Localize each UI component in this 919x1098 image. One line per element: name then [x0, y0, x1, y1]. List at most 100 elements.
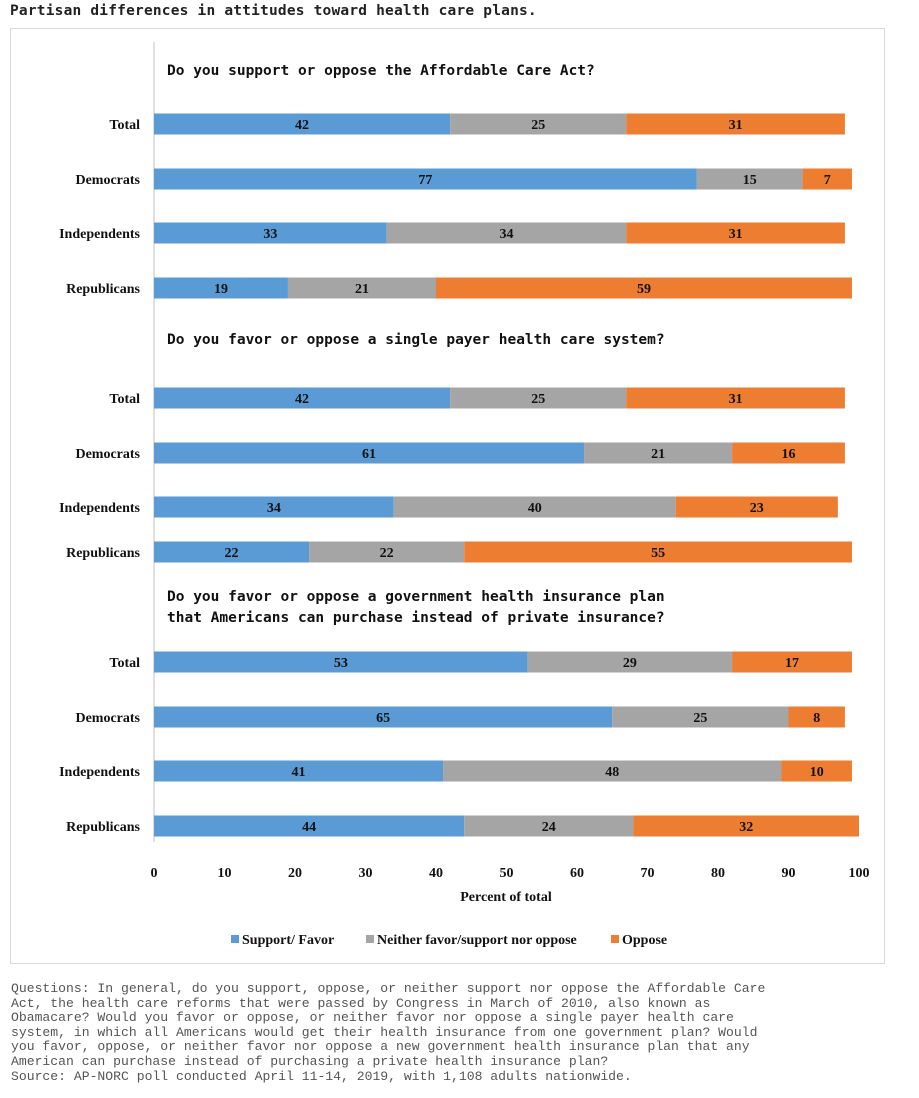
panel-question: Do you favor or oppose a single payer he…	[167, 332, 665, 348]
x-tick-label: 0	[151, 866, 158, 881]
data-label: 15	[743, 173, 757, 188]
bar-segment	[626, 387, 845, 409]
data-label: 16	[782, 447, 796, 462]
x-tick-label: 50	[500, 866, 514, 881]
bar-segment	[527, 651, 733, 673]
bar-segment	[443, 760, 782, 782]
data-label: 42	[295, 118, 309, 133]
chart-title: Partisan differences in attitudes toward…	[10, 3, 537, 19]
data-label: 21	[651, 447, 665, 462]
data-label: 41	[292, 765, 306, 780]
bar-segment	[788, 706, 845, 728]
bar-segment	[675, 496, 838, 518]
data-label: 55	[651, 546, 665, 561]
bar-segment	[154, 113, 451, 135]
data-label: 32	[739, 820, 753, 835]
data-label: 40	[528, 501, 542, 516]
data-label: 25	[693, 711, 707, 726]
bar-segment	[154, 222, 387, 244]
panel-question: that Americans can purchase instead of p…	[167, 610, 665, 626]
bar-segment	[612, 706, 789, 728]
x-tick-label: 20	[288, 866, 302, 881]
bar-segment	[154, 496, 394, 518]
data-label: 31	[729, 227, 743, 242]
bar-segment	[154, 760, 444, 782]
category-label: Total	[109, 392, 140, 407]
data-label: 22	[380, 546, 394, 561]
bar-segment	[154, 442, 585, 464]
bar-segment	[464, 541, 852, 563]
x-tick-label: 10	[218, 866, 232, 881]
bar-segment	[626, 113, 845, 135]
legend-label: Neither favor/support nor oppose	[377, 933, 577, 948]
bar-segment	[154, 541, 310, 563]
footnote-line: Act, the health care reforms that were p…	[11, 995, 711, 1011]
x-tick-label: 100	[849, 866, 870, 881]
data-label: 42	[295, 392, 309, 407]
data-label: 65	[376, 711, 390, 726]
bar-segment	[154, 387, 451, 409]
bar-segment	[732, 442, 845, 464]
bar-segment	[584, 442, 733, 464]
data-label: 31	[729, 392, 743, 407]
legend-swatch	[366, 935, 374, 943]
data-label: 59	[637, 282, 651, 297]
x-axis-title: Percent of total	[460, 890, 552, 905]
footnote-line: you favor, oppose, or neither favor nor …	[11, 1039, 750, 1055]
category-label: Republicans	[66, 546, 140, 561]
bar-segment	[309, 541, 465, 563]
legend-label: Oppose	[622, 933, 667, 948]
category-label: Democrats	[75, 711, 140, 726]
bar-segment	[154, 168, 697, 190]
x-tick-label: 70	[641, 866, 655, 881]
bar-segment	[386, 222, 627, 244]
data-label: 29	[623, 656, 637, 671]
data-label: 24	[542, 820, 556, 835]
data-label: 19	[214, 282, 228, 297]
category-label: Total	[109, 656, 140, 671]
data-label: 21	[355, 282, 369, 297]
bar-segment	[287, 277, 436, 299]
data-label: 17	[785, 656, 799, 671]
category-label: Democrats	[75, 173, 140, 188]
category-label: Independents	[59, 765, 140, 780]
data-label: 25	[531, 392, 545, 407]
data-label: 10	[810, 765, 824, 780]
bar-segment	[450, 113, 627, 135]
bar-segment	[781, 760, 852, 782]
bar-segment	[393, 496, 676, 518]
data-label: 25	[531, 118, 545, 133]
bar-segment	[802, 168, 852, 190]
x-tick-label: 60	[570, 866, 584, 881]
bar-segment	[436, 277, 852, 299]
bar-segment	[626, 222, 845, 244]
category-label: Total	[109, 118, 140, 133]
legend-label: Support/ Favor	[242, 933, 334, 948]
chart-footnote: Questions: In general, do you support, o…	[11, 981, 911, 1084]
x-tick-label: 40	[429, 866, 443, 881]
category-label: Democrats	[75, 447, 140, 462]
bar-segment	[696, 168, 803, 190]
data-label: 48	[605, 765, 619, 780]
data-label: 8	[813, 711, 820, 726]
data-label: 23	[750, 501, 764, 516]
bar-segment	[154, 706, 613, 728]
footnote-line: Obamacare? Would you favor or oppose, or…	[11, 1010, 734, 1026]
category-label: Republicans	[66, 282, 140, 297]
x-tick-label: 30	[359, 866, 373, 881]
stacked-bar-chart: Do you support or oppose the Affordable …	[59, 42, 870, 948]
data-label: 77	[418, 173, 432, 188]
panel-question: Do you support or oppose the Affordable …	[167, 63, 595, 79]
data-label: 22	[225, 546, 239, 561]
data-label: 34	[267, 501, 281, 516]
x-tick-label: 90	[782, 866, 796, 881]
footnote-line: system, in which all Americans would get…	[11, 1024, 758, 1040]
data-label: 7	[824, 173, 831, 188]
bar-segment	[633, 815, 859, 837]
bar-segment	[450, 387, 627, 409]
footnote-line: Questions: In general, do you support, o…	[11, 981, 766, 996]
footnote-line: Source: AP-NORC poll conducted April 11-…	[11, 1068, 632, 1084]
legend-swatch	[231, 935, 239, 943]
category-label: Independents	[59, 501, 140, 516]
data-label: 31	[729, 118, 743, 133]
